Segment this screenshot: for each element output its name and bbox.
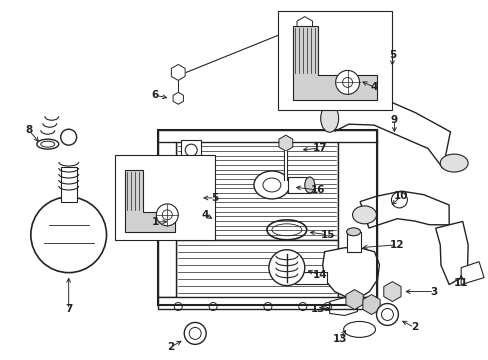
Ellipse shape bbox=[37, 139, 59, 149]
Ellipse shape bbox=[352, 206, 376, 224]
Text: 15: 15 bbox=[320, 230, 334, 240]
Bar bbox=[302, 17, 306, 35]
Bar bbox=[287, 177, 309, 193]
Ellipse shape bbox=[346, 228, 360, 236]
Text: 4: 4 bbox=[201, 210, 208, 220]
Bar bbox=[294, 272, 326, 284]
Text: 16: 16 bbox=[310, 185, 325, 195]
Circle shape bbox=[156, 204, 178, 226]
Bar bbox=[277, 11, 392, 110]
Ellipse shape bbox=[320, 104, 338, 132]
Text: 11: 11 bbox=[453, 278, 468, 288]
Polygon shape bbox=[292, 26, 377, 100]
Bar bbox=[158, 130, 377, 305]
Bar bbox=[115, 155, 215, 240]
Bar bbox=[181, 140, 201, 160]
Polygon shape bbox=[460, 262, 483, 285]
Bar bbox=[158, 297, 377, 310]
Text: 12: 12 bbox=[389, 240, 404, 250]
Text: 9: 9 bbox=[390, 115, 397, 125]
Text: 1: 1 bbox=[151, 217, 159, 227]
Text: 5: 5 bbox=[388, 50, 395, 60]
Circle shape bbox=[381, 309, 393, 320]
Circle shape bbox=[31, 197, 106, 273]
Polygon shape bbox=[435, 221, 467, 285]
Text: 13: 13 bbox=[332, 334, 346, 345]
Circle shape bbox=[376, 303, 398, 325]
Text: 2: 2 bbox=[166, 342, 174, 352]
Circle shape bbox=[184, 323, 206, 345]
Text: 5: 5 bbox=[211, 193, 218, 203]
Ellipse shape bbox=[439, 154, 467, 172]
Circle shape bbox=[268, 250, 304, 285]
Bar bbox=[61, 167, 77, 202]
Text: 3: 3 bbox=[430, 287, 437, 297]
Circle shape bbox=[335, 71, 359, 94]
Text: 14: 14 bbox=[312, 270, 326, 280]
Ellipse shape bbox=[304, 177, 314, 193]
Text: 10: 10 bbox=[393, 191, 408, 201]
Bar bbox=[346, 232, 360, 252]
Bar bbox=[158, 140, 176, 297]
Polygon shape bbox=[359, 191, 448, 228]
Bar bbox=[158, 130, 377, 142]
Bar bbox=[176, 135, 337, 240]
Text: 8: 8 bbox=[25, 125, 32, 135]
Bar bbox=[176, 240, 337, 300]
Polygon shape bbox=[322, 248, 379, 298]
Circle shape bbox=[390, 192, 407, 208]
Circle shape bbox=[189, 328, 201, 339]
Text: 6: 6 bbox=[151, 90, 159, 100]
Text: 7: 7 bbox=[65, 305, 72, 315]
Text: 2: 2 bbox=[410, 323, 417, 332]
Polygon shape bbox=[324, 96, 449, 168]
Bar bbox=[337, 140, 377, 297]
Polygon shape bbox=[125, 170, 175, 232]
Text: 13: 13 bbox=[310, 305, 325, 315]
Text: 4: 4 bbox=[370, 82, 377, 93]
Ellipse shape bbox=[253, 171, 289, 199]
Text: 17: 17 bbox=[312, 143, 326, 153]
